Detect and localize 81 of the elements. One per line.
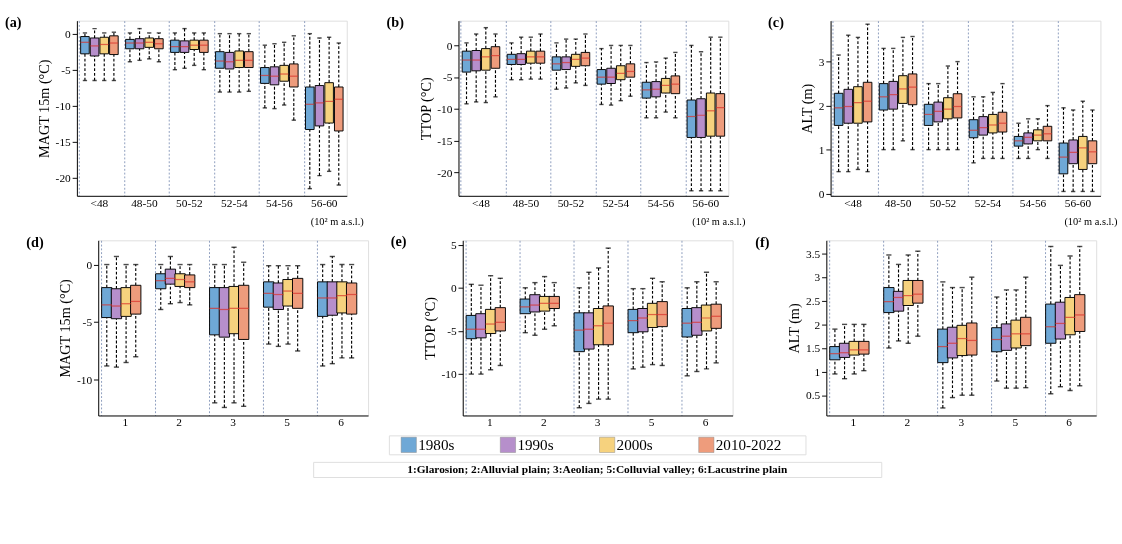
x-tick-label: 50-52 (557, 196, 585, 209)
x-tick-label: 6 (338, 416, 345, 429)
y-tick-label: 5 (450, 238, 457, 251)
y-tick-label: -20 (437, 166, 453, 179)
y-tick-label: -20 (55, 172, 72, 185)
x-tick-label: 5 (648, 416, 655, 429)
x-tick-label: 6 (1066, 416, 1073, 429)
text: 1:Glarosion; 2:Alluvial plain; 3:Aeolian; 5:Colluvial valley; 6:Lacustrine plain (407, 463, 788, 476)
chart-title: (a) (4, 14, 22, 32)
x-tick-label: 1 (486, 416, 493, 429)
y-axis-title: ALT (m) (786, 303, 804, 354)
x-tick-label: 52-54 (221, 196, 248, 209)
x-tick-label: 54-56 (1019, 196, 1047, 209)
chart-title: (d) (26, 233, 44, 251)
chart-title: (e) (390, 232, 407, 250)
x-tick-label: 1 (850, 416, 857, 429)
legend-label: 2000s (616, 436, 653, 453)
y-axis-title: MAGT 15m (°C) (57, 278, 75, 378)
y-tick-label: 3.5 (805, 247, 821, 260)
x-tick-label: 50-52 (929, 196, 957, 209)
y-tick-label: -5 (447, 325, 457, 338)
y-axis-title: ALT (m) (799, 83, 817, 134)
x-tick-label: <48 (844, 196, 863, 209)
x-tick-label: 50-52 (176, 196, 203, 209)
y-tick-label: -15 (437, 134, 453, 147)
text: (10² m a.s.l.) (1064, 216, 1119, 229)
y-tick-label: 3 (818, 55, 825, 68)
x-tick-label: 48-50 (884, 196, 912, 209)
text: (10² m a.s.l.) (692, 216, 746, 229)
y-tick-label: -10 (437, 103, 453, 116)
text: (10² m a.s.l.) (310, 216, 365, 229)
y-tick-label: 0 (65, 27, 72, 40)
x-tick-label: 5 (284, 416, 291, 429)
x-tick-label: 2 (904, 416, 911, 429)
y-tick-label: 2 (814, 318, 821, 331)
y-tick-label: 1 (818, 143, 825, 156)
x-tick-label: 56-60 (692, 196, 720, 209)
x-tick-label: 1 (122, 416, 129, 429)
x-tick-label: 52-54 (602, 196, 630, 209)
y-tick-label: 1.5 (805, 342, 821, 355)
y-tick-label: 3 (814, 271, 821, 284)
x-tick-label: 6 (702, 416, 709, 429)
y-tick-label: -5 (82, 316, 93, 329)
y-tick-label: -10 (441, 368, 457, 381)
x-tick-label: 3 (230, 416, 237, 429)
y-tick-label: 0 (86, 258, 93, 271)
x-tick-label: 52-54 (974, 196, 1002, 209)
y-tick-label: 0 (818, 187, 825, 200)
x-tick-label: 3 (594, 416, 601, 429)
y-tick-label: -5 (442, 71, 453, 84)
y-axis-title: TTOP (°C) (417, 77, 435, 141)
x-tick-label: <48 (90, 196, 109, 209)
legend-label: 2010-2022 (715, 436, 782, 453)
x-tick-label: 3 (958, 416, 965, 429)
legend-label: 1990s (517, 436, 554, 453)
x-tick-label: 54-56 (266, 196, 293, 209)
y-tick-label: 0 (446, 39, 453, 52)
x-tick-label: 2 (176, 416, 183, 429)
chart-title: (f) (755, 233, 770, 251)
x-tick-label: 56-60 (311, 196, 338, 209)
x-tick-label: 2 (540, 416, 547, 429)
y-tick-label: 0.5 (805, 389, 821, 402)
y-tick-label: 1 (814, 365, 821, 378)
y-tick-label: -15 (55, 136, 72, 149)
x-tick-label: 48-50 (131, 196, 158, 209)
y-tick-label: -5 (61, 63, 72, 76)
x-tick-label: 56-60 (1064, 196, 1092, 209)
y-tick-label: -10 (76, 374, 93, 387)
chart-title: (b) (386, 14, 405, 32)
x-tick-label: 48-50 (512, 196, 540, 209)
y-tick-label: 0 (450, 282, 457, 295)
y-axis-title: MAGT 15m (°C) (36, 59, 53, 158)
y-tick-label: 2 (818, 99, 825, 112)
y-tick-label: -10 (55, 100, 72, 112)
legend-label: 1980s (418, 436, 455, 453)
x-tick-label: 5 (1012, 416, 1019, 429)
x-tick-label: 54-56 (647, 196, 675, 209)
chart-title: (c) (768, 14, 785, 32)
x-tick-label: <48 (472, 196, 491, 209)
y-axis-title: TTOP (°C) (421, 296, 439, 360)
y-tick-label: 2.5 (805, 295, 821, 308)
